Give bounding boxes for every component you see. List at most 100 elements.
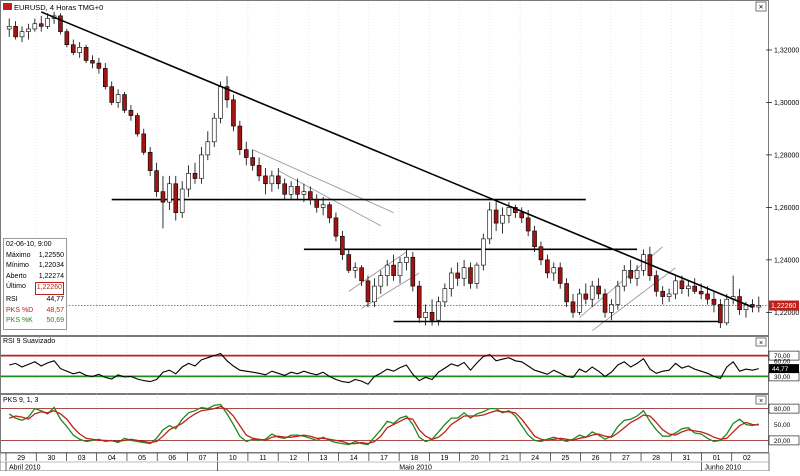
- info-row: Máximo 1,22550: [6, 251, 64, 262]
- candle: [596, 278, 601, 300]
- candle-body: [13, 26, 18, 38]
- candle: [718, 299, 723, 329]
- candle: [455, 262, 460, 287]
- candle-body: [481, 238, 486, 266]
- info-label: Último: [6, 283, 26, 291]
- candle-body: [83, 47, 89, 61]
- rsi-line: [9, 352, 759, 385]
- info-value: 1,22260: [34, 282, 64, 295]
- pks-title: PKS 9, 1, 3: [3, 397, 39, 404]
- day-label: 05: [138, 455, 146, 462]
- price-tick-label: 1,32000: [774, 47, 799, 54]
- candle-body: [160, 191, 166, 203]
- candle: [301, 183, 307, 203]
- candle-body: [384, 264, 390, 276]
- candle: [628, 259, 633, 284]
- day-label: 26: [592, 455, 600, 462]
- channel-line: [348, 251, 407, 292]
- rsi-close-button[interactable]: ×: [755, 337, 767, 347]
- day-label: 17: [380, 455, 388, 462]
- day-label: 28: [652, 455, 660, 462]
- candle: [231, 94, 236, 132]
- candle-body: [391, 264, 396, 276]
- price-tick-label: 1,26000: [774, 205, 799, 212]
- candle-body: [596, 285, 601, 295]
- day-label: 18: [410, 455, 418, 462]
- candle-body: [673, 280, 678, 295]
- candle: [436, 296, 441, 326]
- candle: [487, 202, 492, 245]
- price-tick-label: 1,28000: [774, 152, 799, 159]
- time-axis-labels: 29 30 03 04 05 06 07 10 11 12 13 14 17 18 19 20 21 24 25 26…: [0, 453, 769, 472]
- candle: [609, 299, 614, 321]
- candle: [564, 278, 569, 308]
- rsi-pane-frame: [0, 336, 769, 394]
- pks-tick-label: 50,00: [774, 422, 791, 429]
- candle: [384, 259, 390, 287]
- candle-body: [314, 199, 320, 208]
- pks-close-button[interactable]: ×: [755, 395, 767, 405]
- candle: [211, 112, 217, 148]
- main-pane-frame: [0, 0, 769, 336]
- candle: [673, 275, 678, 300]
- rsi-tick-label: 30,00: [774, 374, 791, 381]
- candle: [83, 44, 89, 64]
- candle: [77, 42, 82, 58]
- info-row: PKS %D 48,57: [6, 306, 64, 317]
- candle: [282, 178, 287, 200]
- candle: [19, 26, 25, 43]
- candle: [295, 178, 300, 200]
- candle-body: [269, 175, 275, 185]
- close-icon: ×: [759, 3, 764, 12]
- candle-body: [19, 31, 25, 38]
- candles: [6, 11, 762, 329]
- symbol-header[interactable]: EURUSD, 4 Horas TMG+0: [3, 3, 103, 12]
- candle-body: [519, 212, 525, 219]
- channel-line: [278, 170, 382, 227]
- candle-body: [308, 191, 313, 200]
- month-label: Abril 2010: [9, 465, 41, 472]
- channel-line: [252, 149, 394, 214]
- candle: [654, 270, 659, 297]
- candle-body: [545, 259, 550, 274]
- info-row: Aberto 1,22274: [6, 272, 64, 283]
- rsi-tick-label: 70,00: [774, 353, 791, 360]
- candle: [352, 262, 358, 279]
- info-label: Máximo: [6, 251, 31, 259]
- candle-body: [250, 157, 255, 166]
- candle-body: [583, 293, 589, 300]
- candle: [686, 280, 691, 297]
- candle: [327, 202, 332, 224]
- candle: [173, 175, 179, 221]
- candle: [109, 81, 114, 106]
- candle-body: [679, 280, 685, 290]
- day-label: 19: [441, 455, 449, 462]
- candle: [711, 291, 717, 313]
- channel-line: [361, 272, 420, 309]
- candle-body: [564, 283, 569, 303]
- candle: [468, 262, 473, 289]
- candle-body: [141, 133, 147, 153]
- candle: [474, 262, 480, 289]
- candle: [404, 249, 409, 271]
- close-button[interactable]: ×: [755, 1, 767, 12]
- candle-body: [6, 26, 12, 30]
- candle-body: [58, 15, 63, 32]
- candle: [429, 299, 435, 326]
- candle-body: [455, 272, 460, 279]
- price-axis: [769, 0, 800, 453]
- candle: [128, 105, 134, 121]
- day-label: 03: [78, 455, 86, 462]
- candle: [263, 168, 268, 195]
- candle-body: [64, 31, 70, 46]
- pks-level-tag: [768, 403, 800, 414]
- day-label: 30: [47, 455, 55, 462]
- candle-body: [628, 270, 633, 279]
- candle-body: [654, 275, 659, 292]
- candle-body: [320, 204, 326, 208]
- candle: [538, 241, 544, 266]
- candle-body: [70, 44, 76, 53]
- day-label: 27: [622, 455, 630, 462]
- candle-body: [45, 18, 50, 27]
